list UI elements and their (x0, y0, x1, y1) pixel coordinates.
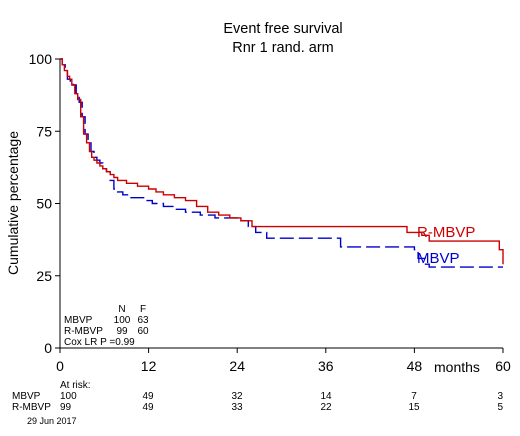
at-risk-value: 14 (320, 391, 332, 402)
x-tick-label: 0 (56, 358, 64, 374)
at-risk-value: 100 (60, 391, 77, 402)
at-risk-value: 49 (142, 402, 154, 413)
at-risk-value: 22 (320, 402, 332, 413)
legend-cell: R-MBVP (64, 326, 103, 337)
y-tick-label: 25 (36, 268, 52, 284)
at-risk-value: 3 (497, 391, 503, 402)
at-risk-value: 7 (411, 391, 417, 402)
x-tick-label: 12 (141, 358, 157, 374)
at-risk-row-name: MBVP (12, 391, 41, 402)
y-tick-label: 75 (36, 123, 52, 139)
x-tick-label: 36 (318, 358, 334, 374)
at-risk-value: 99 (60, 402, 72, 413)
at-risk-row-name: R-MBVP (12, 402, 51, 413)
legend-test-result: Cox LR P =0.99 (64, 337, 135, 348)
y-tick-label: 0 (44, 340, 52, 356)
y-tick-label: 50 (36, 196, 52, 212)
at-risk-value: 15 (408, 402, 420, 413)
x-tick-label: 24 (229, 358, 245, 374)
at-risk-value: 32 (231, 391, 243, 402)
chart-date: 29 Jun 2017 (27, 416, 77, 426)
chart-subtitle: Rnr 1 rand. arm (232, 40, 334, 56)
at-risk-label: At risk: (60, 380, 91, 391)
chart-title: Event free survival (223, 21, 342, 37)
at-risk-value: 5 (497, 402, 503, 413)
series-label-mbvp: MBVP (417, 250, 460, 267)
legend-header: N (118, 304, 125, 315)
legend-header: F (140, 304, 146, 315)
x-tick-label: 60 (495, 358, 511, 374)
series-line-r-mbvp (60, 58, 504, 265)
legend-cell: 63 (137, 315, 149, 326)
at-risk-value: 49 (142, 391, 154, 402)
legend-cell: 60 (137, 326, 149, 337)
x-tick-label: 48 (407, 358, 423, 374)
legend-cell: 99 (116, 326, 128, 337)
x-axis-unit-label: months (434, 359, 480, 375)
y-axis-label: Cumulative percentage (5, 131, 21, 275)
legend-cell: 100 (114, 315, 131, 326)
series-line-mbvp (60, 58, 503, 268)
at-risk-value: 33 (231, 402, 243, 413)
series-label-r-mbvp: R-MBVP (417, 224, 475, 241)
y-tick-label: 100 (29, 51, 53, 67)
at-risk-table: At risk: MBVP 100 49 32 14 7 3 R-MBVP 99 49 33 22 15 5 (12, 380, 503, 413)
legend-cell: MBVP (64, 315, 93, 326)
